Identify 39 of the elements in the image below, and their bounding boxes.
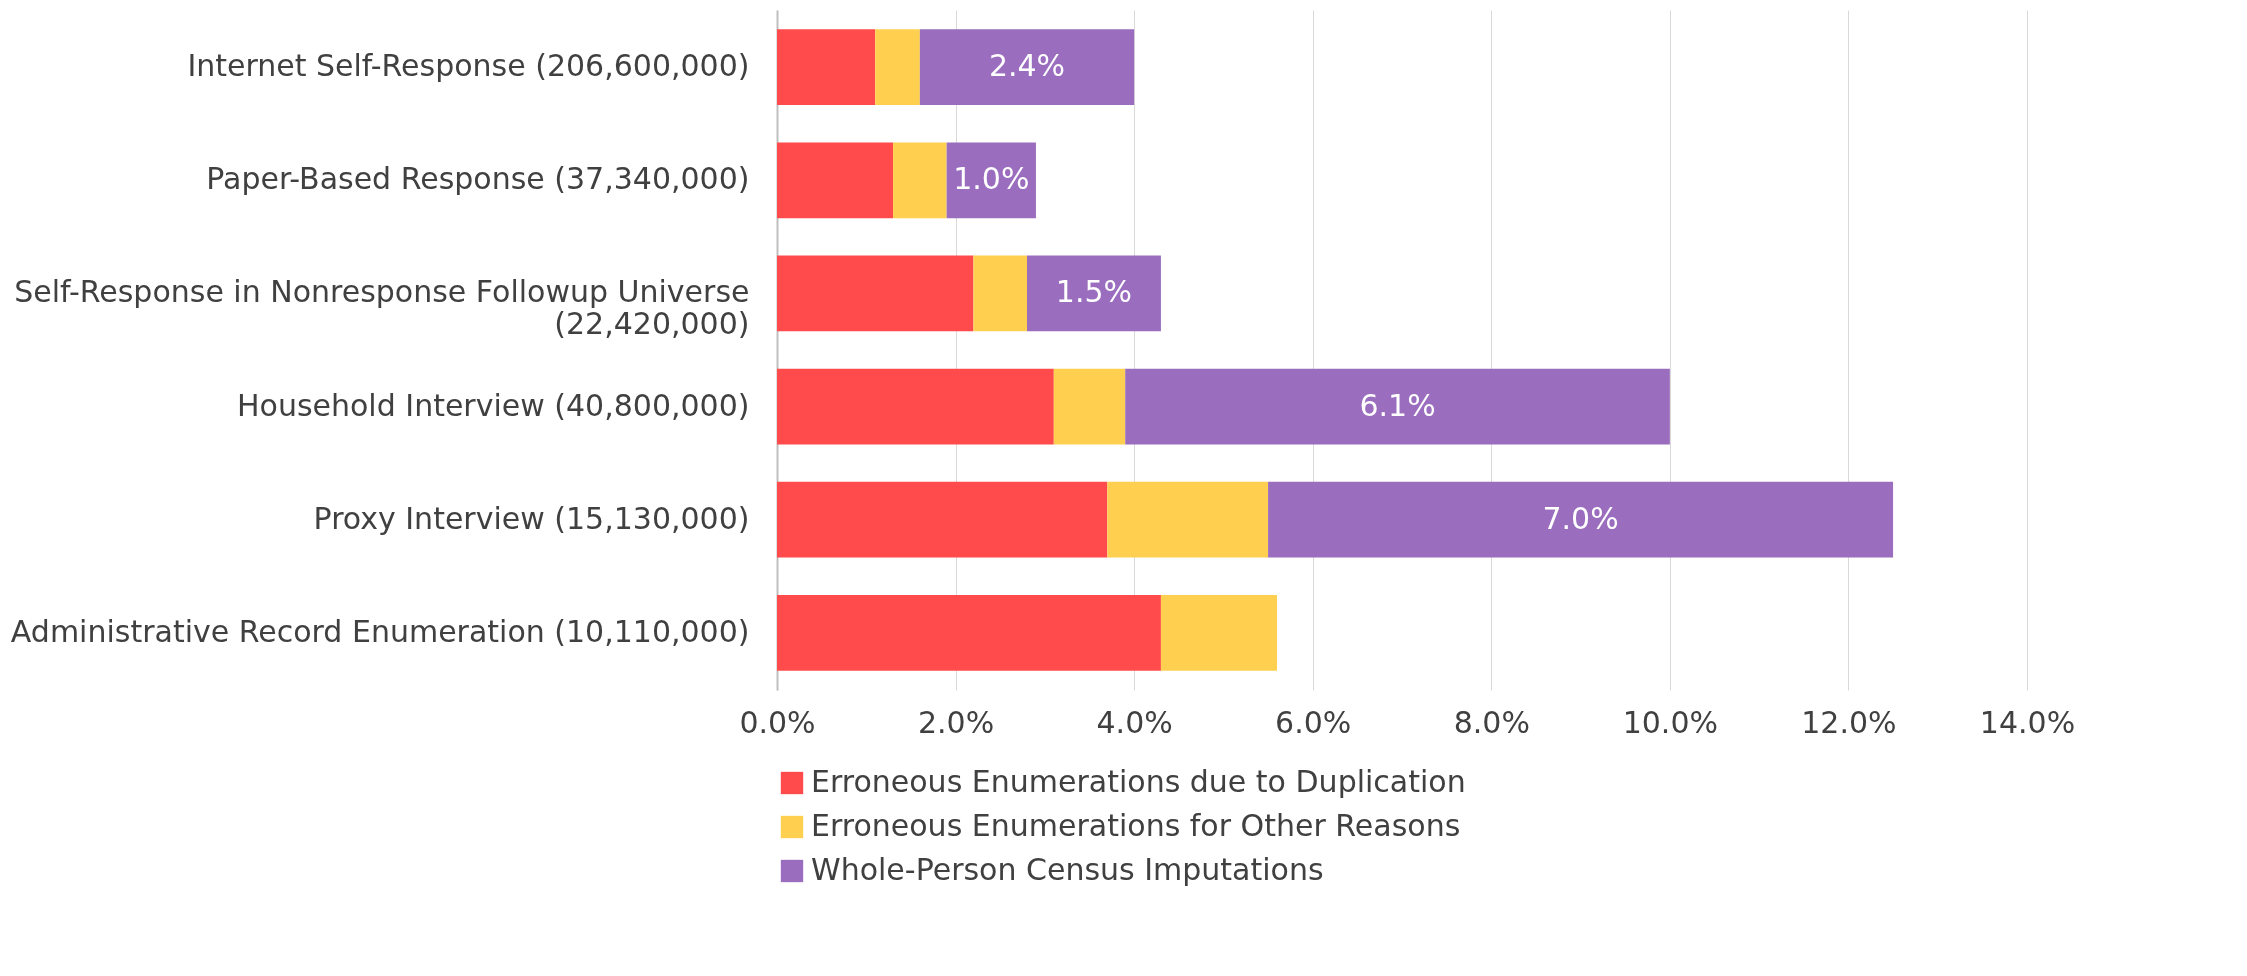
bar (777, 481, 1108, 558)
y-tick-label: Paper-Based Response (37,340,000) (206, 161, 750, 197)
bar (875, 29, 920, 106)
bar (946, 142, 1036, 219)
y-tick-label: Administrative Record Enumeration (10,110,000) (10, 613, 750, 649)
bar (777, 368, 1054, 445)
y-tick-label: Household Interview (40,800,000) (236, 387, 750, 423)
bar (777, 29, 876, 106)
data-label: 7.0% (1542, 500, 1619, 536)
bar (1027, 255, 1161, 332)
x-tick-label: 2.0% (917, 704, 995, 740)
data-label: 1.5% (1055, 274, 1133, 310)
bar (1107, 481, 1269, 558)
legend-label: Erroneous Enumerations due to Duplication (811, 764, 1466, 799)
legend-label: Erroneous Enumerations for Other Reasons (811, 808, 1461, 843)
x-tick-label: 12.0% (1801, 704, 1897, 740)
x-tick-label: 0.0% (739, 704, 816, 740)
data-label: 6.1% (1359, 387, 1436, 423)
data-label: 1.0% (953, 161, 1030, 197)
bar (1160, 594, 1277, 671)
bar (893, 142, 947, 219)
bar (777, 255, 974, 332)
y-tick-label: Internet Self-Response (206,600,000) (187, 48, 750, 84)
x-tick-label: 6.0% (1275, 704, 1352, 740)
x-tick-label: 4.0% (1096, 704, 1173, 740)
bar (1268, 481, 1894, 558)
bar (1125, 368, 1670, 445)
bar (777, 594, 1161, 671)
bar (973, 255, 1027, 332)
x-tick-label: 10.0% (1622, 704, 1719, 740)
y-tick-label: Proxy Interview (15,130,000) (313, 500, 750, 536)
data-label: 2.4% (988, 48, 1066, 84)
bar (1053, 368, 1126, 445)
x-tick-label: 14.0% (1979, 704, 2076, 740)
x-tick-label: 8.0% (1453, 704, 1530, 740)
y-tick-label: Self-Response in Nonresponse Followup Universe (22,420,000) (14, 274, 750, 342)
legend-label: Whole-Person Census Imputations (811, 852, 1324, 887)
bar (919, 29, 1135, 106)
bar (777, 142, 894, 219)
